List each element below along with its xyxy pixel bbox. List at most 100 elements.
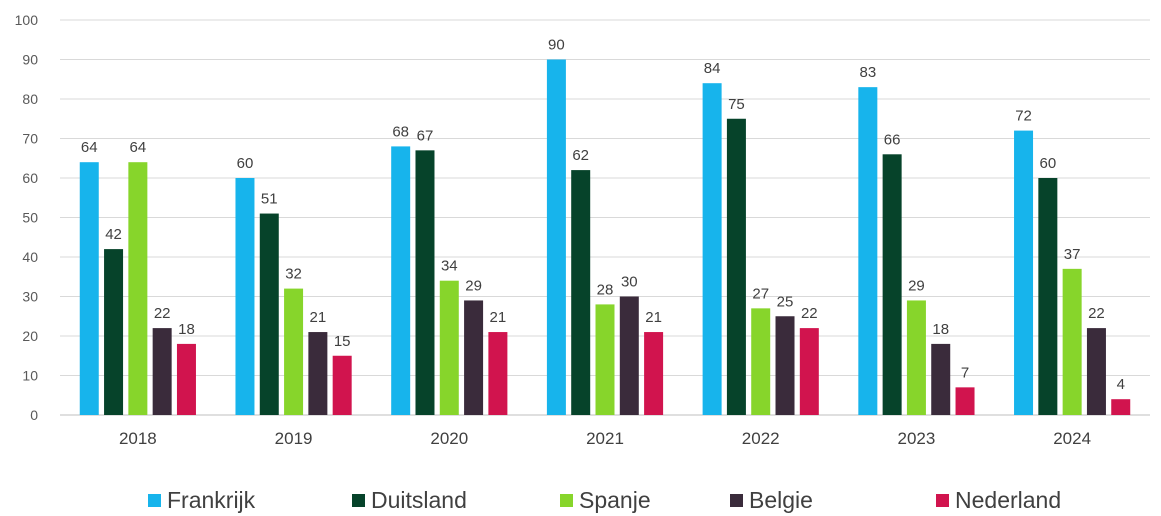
y-tick-label: 70 — [22, 131, 38, 147]
bar-nederland-2021 — [644, 332, 664, 415]
bar-duitsland-2021 — [571, 170, 591, 415]
data-label: 18 — [932, 321, 949, 338]
x-tick-label: 2021 — [586, 429, 624, 448]
bar-frankrijk-2019 — [235, 178, 255, 415]
y-tick-label: 100 — [15, 12, 39, 28]
bar-group-2023: 83 66 29 18 7 — [858, 64, 975, 416]
bar-duitsland-2024 — [1038, 178, 1058, 415]
data-label: 22 — [801, 305, 818, 322]
x-tick-label: 2022 — [742, 429, 780, 448]
y-axis: 0 10 20 30 40 50 60 70 80 90 100 — [15, 12, 39, 423]
legend-item-duitsland: Duitsland — [352, 487, 467, 513]
bar-frankrijk-2024 — [1014, 130, 1034, 415]
bar-frankrijk-2021 — [546, 59, 566, 415]
y-tick-label: 10 — [22, 368, 38, 384]
data-label: 22 — [154, 305, 171, 322]
data-label: 75 — [728, 96, 745, 113]
data-label: 72 — [1015, 108, 1032, 125]
legend-item-frankrijk: Frankrijk — [148, 487, 256, 513]
x-tick-label: 2024 — [1053, 429, 1091, 448]
bars: 64 42 64 22 18 60 51 32 21 15 68 67 34 29 21 90 62 28 30 21… — [79, 37, 1131, 416]
bar-nederland-2020 — [488, 332, 508, 415]
x-axis: 2018 2019 2020 2021 2022 2023 2024 — [119, 429, 1091, 448]
legend-item-spanje: Spanje — [560, 487, 651, 513]
bar-group-2019: 60 51 32 21 15 — [235, 155, 352, 415]
legend-swatch — [352, 494, 365, 507]
bar-spanje-2023 — [906, 300, 926, 415]
legend-label: Spanje — [579, 487, 651, 513]
y-tick-label: 80 — [22, 91, 38, 107]
data-label: 60 — [237, 155, 254, 172]
bar-group-2024: 72 60 37 22 4 — [1014, 108, 1131, 415]
bar-frankrijk-2020 — [391, 146, 411, 415]
bar-belgie-2024 — [1086, 328, 1106, 415]
bar-duitsland-2022 — [726, 118, 746, 415]
data-label: 64 — [81, 139, 98, 156]
data-label: 29 — [908, 277, 925, 294]
bar-spanje-2024 — [1062, 268, 1082, 415]
data-label: 90 — [548, 37, 565, 54]
bar-nederland-2018 — [176, 343, 196, 415]
legend-swatch — [560, 494, 573, 507]
legend-swatch — [730, 494, 743, 507]
bar-duitsland-2020 — [415, 150, 435, 415]
data-label: 21 — [310, 309, 327, 326]
data-label: 60 — [1039, 155, 1056, 172]
x-tick-label: 2023 — [898, 429, 936, 448]
bar-belgie-2021 — [619, 296, 639, 415]
bar-spanje-2021 — [595, 304, 615, 415]
data-label: 66 — [884, 131, 901, 148]
data-label: 21 — [645, 309, 662, 326]
y-tick-label: 0 — [30, 407, 38, 423]
legend: Frankrijk Duitsland Spanje Belgie Nederland — [148, 487, 1061, 513]
legend-label: Nederland — [955, 487, 1061, 513]
bar-nederland-2019 — [332, 355, 352, 415]
data-label: 21 — [490, 309, 507, 326]
x-tick-label: 2020 — [430, 429, 468, 448]
y-tick-label: 50 — [22, 210, 38, 226]
bar-group-2021: 90 62 28 30 21 — [546, 37, 664, 415]
data-label: 84 — [704, 60, 721, 77]
data-label: 83 — [859, 64, 876, 81]
bar-belgie-2023 — [931, 343, 951, 415]
data-label: 62 — [572, 147, 589, 164]
data-label: 37 — [1064, 246, 1081, 263]
bar-frankrijk-2023 — [858, 87, 878, 416]
legend-swatch — [936, 494, 949, 507]
bar-spanje-2022 — [751, 308, 771, 415]
data-label: 22 — [1088, 305, 1105, 322]
bar-spanje-2019 — [284, 288, 304, 415]
legend-swatch — [148, 494, 161, 507]
bar-nederland-2023 — [955, 387, 975, 415]
bar-duitsland-2023 — [882, 154, 902, 416]
data-label: 29 — [465, 277, 482, 294]
data-label: 15 — [334, 333, 351, 350]
data-label: 42 — [105, 226, 122, 243]
data-label: 64 — [130, 139, 147, 156]
data-label: 4 — [1117, 376, 1125, 393]
bar-belgie-2022 — [775, 316, 795, 415]
data-label: 27 — [752, 285, 769, 302]
bar-belgie-2019 — [308, 332, 328, 415]
bar-belgie-2020 — [464, 300, 484, 415]
x-tick-label: 2018 — [119, 429, 157, 448]
data-label: 18 — [178, 321, 195, 338]
data-label: 34 — [441, 258, 458, 275]
x-tick-label: 2019 — [275, 429, 313, 448]
bar-group-2018: 64 42 64 22 18 — [79, 139, 196, 415]
data-label: 30 — [621, 274, 638, 291]
data-label: 28 — [597, 281, 614, 298]
y-tick-label: 30 — [22, 289, 38, 305]
legend-item-belgie: Belgie — [730, 487, 813, 513]
bar-spanje-2020 — [439, 280, 459, 415]
bar-nederland-2022 — [799, 328, 819, 415]
y-tick-label: 90 — [22, 52, 38, 68]
data-label: 32 — [285, 266, 302, 283]
data-label: 7 — [961, 364, 969, 381]
bar-duitsland-2018 — [104, 249, 124, 415]
bar-frankrijk-2022 — [702, 83, 722, 415]
legend-label: Belgie — [749, 487, 813, 513]
y-tick-label: 20 — [22, 328, 38, 344]
bar-spanje-2018 — [128, 162, 148, 415]
